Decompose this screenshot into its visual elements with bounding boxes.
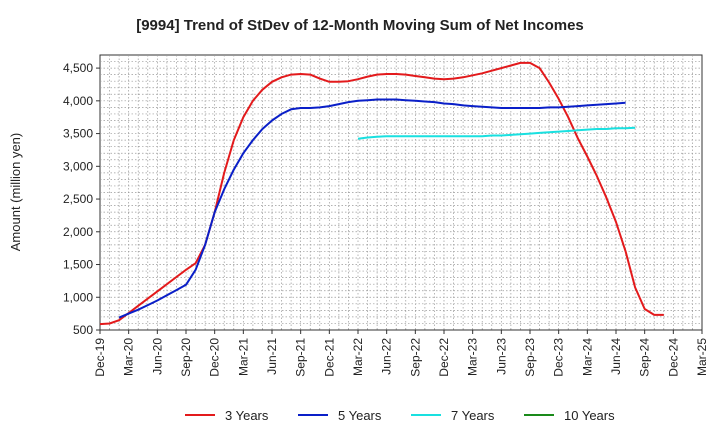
x-tick-label: Dec-23 (552, 338, 566, 377)
x-tick-label: Mar-20 (122, 338, 136, 376)
x-tick-label: Jun-21 (265, 338, 279, 375)
x-tick-label: Dec-24 (666, 338, 680, 377)
x-tick-label: Mar-25 (695, 338, 709, 376)
y-tick-label: 4,500 (63, 61, 93, 75)
x-tick-label: Dec-22 (437, 338, 451, 377)
x-tick-label: Sep-21 (294, 338, 308, 377)
x-tick-label: Sep-24 (638, 338, 652, 377)
x-tick-label: Dec-20 (208, 338, 222, 377)
x-tick-label: Sep-22 (408, 338, 422, 377)
legend-label: 7 Years (451, 408, 495, 423)
y-axis-label: Amount (million yen) (8, 133, 23, 252)
x-tick-label: Jun-24 (609, 338, 623, 375)
y-axis-ticks: 500 1,000 1,500 2,000 2,500 3,000 3,500 4,000 4,… (63, 61, 100, 337)
legend-label: 3 Years (225, 408, 269, 423)
x-tick-label: Mar-23 (466, 338, 480, 376)
y-tick-label: 1,000 (63, 290, 93, 304)
x-tick-label: Jun-23 (494, 338, 508, 375)
y-tick-label: 2,500 (63, 192, 93, 206)
x-tick-label: Jun-22 (380, 338, 394, 375)
y-tick-label: 3,500 (63, 127, 93, 141)
x-tick-label: Sep-23 (523, 338, 537, 377)
x-tick-label: Mar-22 (351, 338, 365, 376)
x-tick-label: Dec-19 (93, 338, 107, 377)
series-line-3-years (99, 61, 664, 326)
y-tick-label: 4,000 (63, 94, 93, 108)
x-tick-label: Mar-24 (580, 338, 594, 376)
y-tick-label: 1,500 (63, 258, 93, 272)
series-lines (99, 61, 664, 326)
x-tick-label: Mar-21 (236, 338, 250, 376)
x-axis-ticks: Dec-19 Mar-20 Jun-20 Sep-20 Dec-20 Mar-21 Jun-… (93, 330, 709, 377)
legend-label: 5 Years (338, 408, 382, 423)
series-line-5-years (118, 98, 626, 319)
x-tick-label: Jun-20 (150, 338, 164, 375)
x-tick-label: Sep-20 (179, 338, 193, 377)
series-line-7-years (357, 126, 636, 140)
y-tick-label: 500 (73, 323, 93, 337)
legend: 3 Years 5 Years 7 Years 10 Years (185, 408, 615, 423)
legend-label: 10 Years (564, 408, 615, 423)
y-tick-label: 2,000 (63, 225, 93, 239)
chart-title: [9994] Trend of StDev of 12-Month Moving… (136, 17, 584, 34)
y-tick-label: 3,000 (63, 159, 93, 173)
x-tick-label: Dec-21 (322, 338, 336, 377)
